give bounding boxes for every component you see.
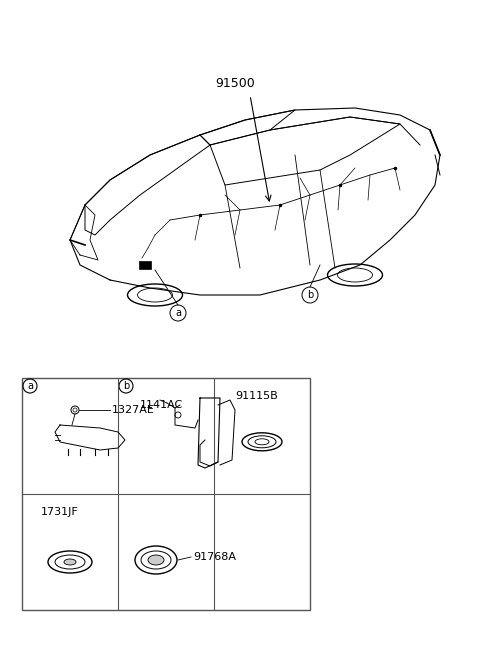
Ellipse shape bbox=[148, 555, 164, 565]
Text: 91768A: 91768A bbox=[193, 552, 236, 562]
Bar bbox=[139, 261, 151, 269]
Text: b: b bbox=[307, 290, 313, 300]
Text: b: b bbox=[123, 381, 129, 391]
Text: 91500: 91500 bbox=[215, 77, 255, 90]
Text: 91115B: 91115B bbox=[236, 391, 278, 401]
Bar bbox=[22, 378, 310, 610]
Text: 1141AC: 1141AC bbox=[140, 400, 183, 410]
Ellipse shape bbox=[64, 559, 76, 565]
Text: a: a bbox=[175, 308, 181, 318]
Text: a: a bbox=[27, 381, 33, 391]
Text: 1327AE: 1327AE bbox=[112, 405, 155, 415]
Text: 1731JF: 1731JF bbox=[41, 507, 79, 517]
